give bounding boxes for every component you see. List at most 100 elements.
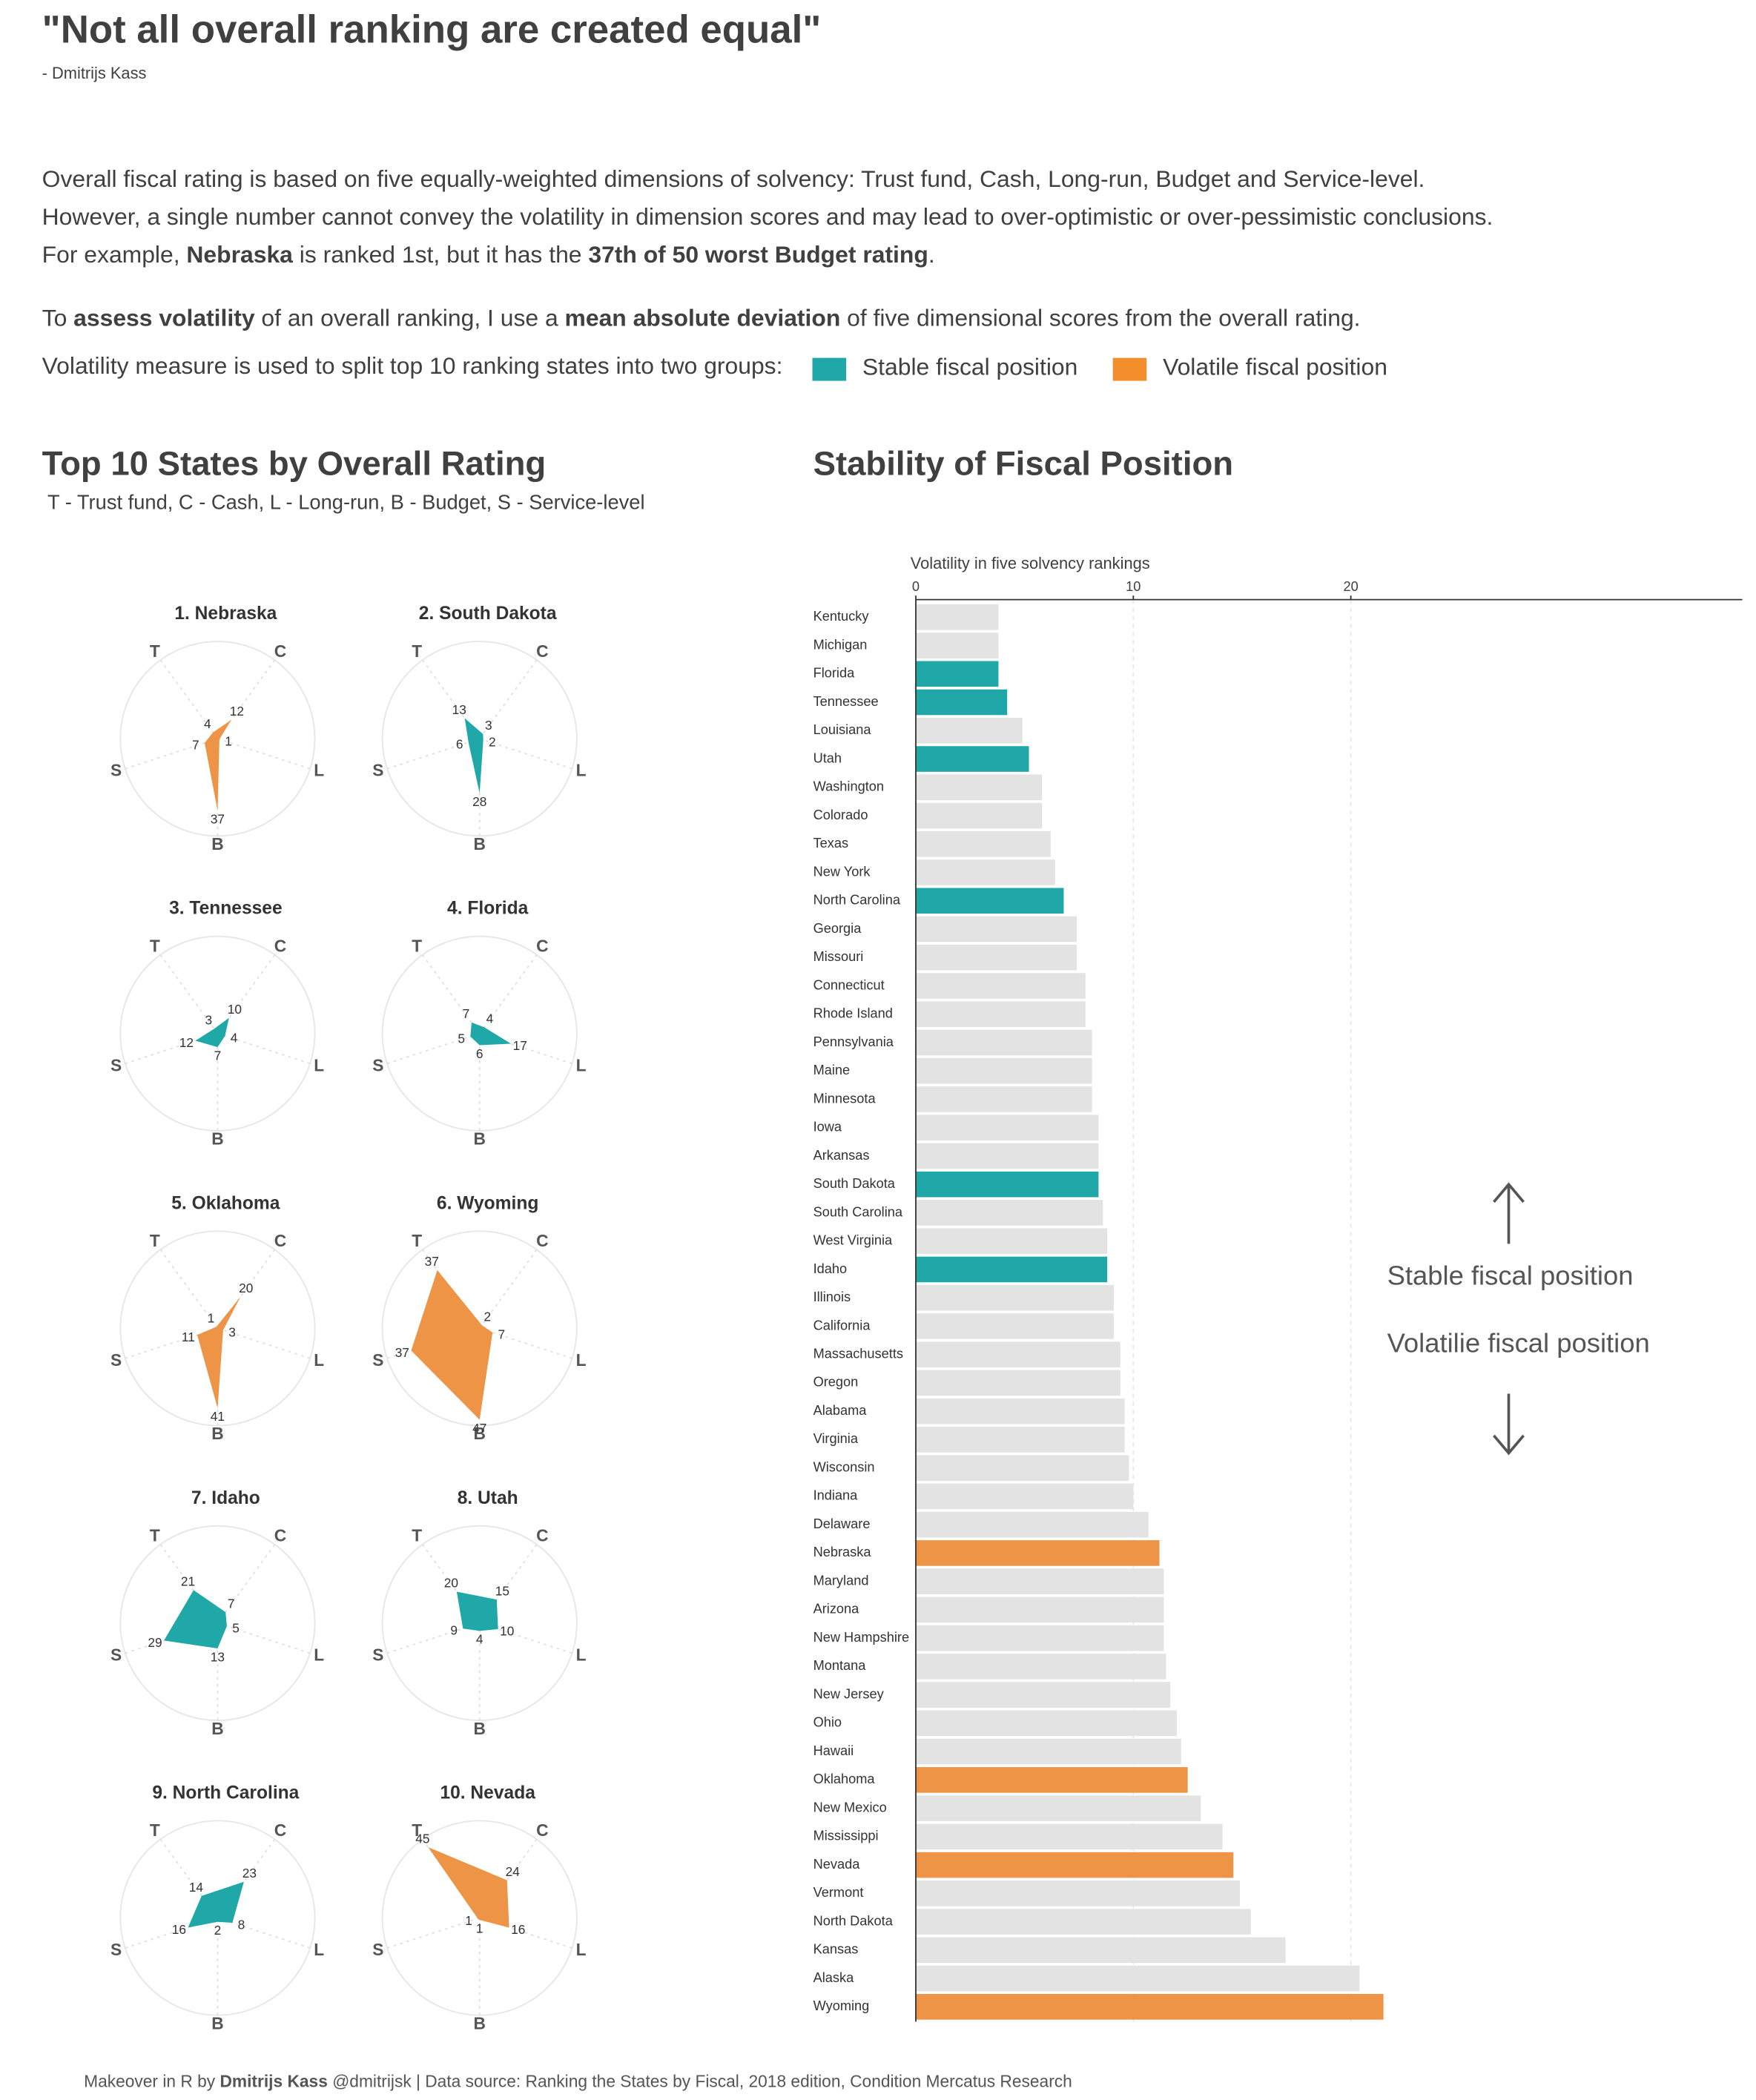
title: "Not all overall ranking are created equ… [42, 8, 822, 52]
bar [915, 1540, 1160, 1566]
legend-text: Stable fiscal position [862, 354, 1077, 380]
y-tick-label: Virginia [813, 1431, 859, 1446]
value-label: 20 [239, 1281, 253, 1295]
axis-letter: T [412, 641, 422, 661]
bar [915, 1767, 1188, 1793]
axis-letter: S [110, 1940, 122, 1959]
axis-letter: T [150, 641, 160, 661]
text-segment: Overall fiscal rating is based on five e… [42, 165, 1425, 192]
value-label: 2 [484, 1309, 492, 1324]
axis-letter: B [474, 2013, 486, 2033]
value-label: 1 [476, 1921, 483, 1935]
axis-letter: S [372, 1645, 383, 1664]
axis-letter: C [536, 1526, 548, 1545]
text-segment: Dmitrijs Kass [220, 2071, 327, 2090]
panel-title: 6. Wyoming [437, 1193, 538, 1213]
bar [915, 1937, 1286, 1964]
y-tick-label: Oklahoma [813, 1772, 876, 1786]
value-label: 8 [238, 1917, 245, 1932]
value-label: 37 [211, 812, 225, 827]
legend-swatch [1112, 357, 1147, 381]
value-label: 7 [463, 1006, 470, 1021]
bar [915, 1313, 1114, 1339]
value-label: 23 [242, 1866, 257, 1881]
axis-letter: T [412, 1526, 422, 1545]
value-label: 6 [456, 737, 463, 752]
bar [915, 1171, 1099, 1198]
value-label: 20 [444, 1576, 458, 1591]
y-tick-label: Hawaii [813, 1743, 854, 1758]
radar-shape [164, 1590, 227, 1649]
axis-letter: C [274, 641, 286, 661]
bar [915, 973, 1086, 999]
axis-letter: B [211, 1129, 223, 1149]
axis-letter: S [110, 1645, 122, 1664]
author: - Dmitrijs Kass [42, 64, 147, 82]
y-tick-label: Wyoming [813, 1998, 870, 2013]
value-label: 37 [425, 1254, 439, 1269]
axis-letter: S [372, 1350, 383, 1370]
value-label: 41 [211, 1409, 225, 1424]
panel-title: 7. Idaho [191, 1488, 260, 1508]
radar-spoke [479, 738, 572, 770]
value-label: 10 [228, 1002, 242, 1017]
axis-letter: C [536, 1820, 548, 1840]
y-tick-label: Texas [813, 836, 849, 851]
axis-letter: L [314, 1645, 324, 1664]
axis-letter: C [274, 1526, 286, 1545]
radar-spoke [217, 1544, 276, 1624]
bar [915, 1029, 1092, 1056]
value-label: 1 [225, 734, 232, 749]
panel-title: 3. Tennessee [169, 899, 283, 919]
y-tick-label: Wisconsin [813, 1459, 875, 1474]
axis-letter: T [150, 1526, 160, 1545]
axis-letter: C [536, 641, 548, 661]
bar [915, 661, 999, 687]
value-label: 2 [214, 1923, 222, 1938]
y-tick-label: Massachusetts [813, 1346, 903, 1361]
bar [915, 1795, 1201, 1821]
axis-letter: L [576, 1645, 587, 1664]
radar-spoke [125, 738, 218, 770]
y-tick-label: Kansas [813, 1942, 859, 1957]
value-label: 14 [189, 1880, 204, 1895]
axis-letter: C [274, 1231, 286, 1250]
arrow-up [1493, 1182, 1525, 1244]
axis-letter: S [110, 761, 122, 780]
value-label: 11 [182, 1330, 195, 1344]
value-label: 4 [204, 716, 211, 731]
value-label: 6 [476, 1046, 483, 1061]
paragraph-line: However, a single number cannot convey t… [42, 203, 1493, 230]
y-tick-label: Connecticut [813, 977, 885, 992]
text-segment: @dmitrijsk | Data source: Ranking the St… [328, 2071, 1072, 2090]
radar-shape [464, 718, 483, 793]
bar [915, 1511, 1149, 1538]
bar [915, 1115, 1099, 1141]
radar-shape [195, 1017, 229, 1048]
bar-title: Stability of Fiscal Position [813, 444, 1234, 482]
y-tick-label: West Virginia [813, 1233, 893, 1248]
y-tick-label: Arkansas [813, 1148, 870, 1163]
value-label: 17 [513, 1038, 527, 1053]
y-tick-label: Michigan [813, 637, 868, 652]
value-label: 3 [485, 718, 492, 733]
bar [915, 1654, 1166, 1680]
bar [915, 944, 1077, 971]
bar [915, 774, 1043, 801]
bar [915, 859, 1055, 885]
bar [915, 1597, 1164, 1623]
radar-spoke [386, 1917, 481, 1949]
text-segment: mean absolute deviation [565, 305, 841, 331]
bar [915, 1143, 1099, 1169]
axis-letter: S [372, 761, 383, 780]
radar-subtitle: T - Trust fund, C - Cash, L - Long-run, … [47, 491, 645, 514]
y-tick-label: Nevada [813, 1857, 861, 1872]
y-tick-label: North Carolina [813, 893, 901, 908]
axis-letter: B [211, 1424, 223, 1443]
axis-letter: C [274, 1820, 286, 1840]
text-segment: For example, [42, 241, 187, 268]
radar-shape [470, 1022, 512, 1046]
axis-letter: S [110, 1350, 122, 1370]
y-tick-label: Vermont [813, 1885, 864, 1900]
